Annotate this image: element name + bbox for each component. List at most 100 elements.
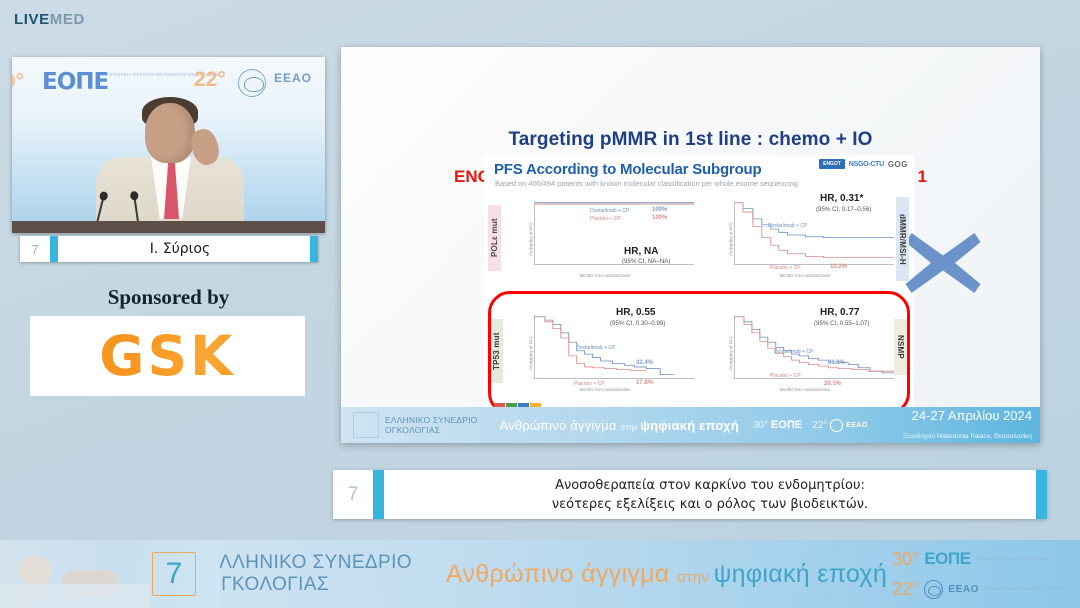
y-axis-label-dmmr: Probability of PFS bbox=[728, 222, 734, 256]
gsk-logo: GSK bbox=[30, 316, 305, 396]
x-axis-label-nsmp: Months from randomization bbox=[779, 387, 831, 392]
curve-label-placebo-dmmr: Placebo + CP bbox=[770, 265, 801, 271]
curve-label-placebo-nsmp: Placebo + CP bbox=[770, 373, 801, 379]
speaker-head bbox=[145, 103, 195, 163]
livemed-logo: LIVEMED bbox=[14, 11, 85, 28]
footer-eeao-seal-icon bbox=[924, 579, 944, 599]
slide-bar-date: 24-27 Απριλίου 2024 bbox=[911, 408, 1032, 423]
slide-bar-congress-line1: ΕΛΛΗΝΙΚΟ ΣΥΝΕΔΡΙΟ bbox=[385, 415, 478, 425]
caption-badge-icon: 7 bbox=[347, 483, 359, 505]
y-axis-label-tp53: Probability of PFS bbox=[528, 336, 534, 370]
footer-congress-line2: ΟΓΚΟΛΟΓΙΑΣ bbox=[206, 574, 330, 595]
hr-value-dmmr: HR, 0.31* bbox=[820, 193, 864, 204]
km-plot-nsmp bbox=[734, 315, 894, 379]
km-panel-pole-mut: Probability of PFS Dostarlimab + CP 100%… bbox=[512, 191, 698, 287]
slide-bar-eope-logo: ΕΟΠΕ bbox=[770, 419, 803, 431]
figure-subtitle: Based on 400/494 patients with known mol… bbox=[495, 179, 798, 188]
footer-slogan-a: Ανθρώπινο άγγιγμα bbox=[445, 559, 677, 588]
slide-title: Targeting pMMR in 1st line : chemo + IO bbox=[508, 129, 873, 150]
footer-eope-logo: ΕΟΠΕ bbox=[924, 549, 971, 568]
slide-bar-eeao-logo: EEAO bbox=[846, 421, 868, 429]
slide-bar-slogan-a: Ανθρώπινο άγγιγμα bbox=[499, 417, 621, 433]
footer-slogan-b: στην bbox=[676, 568, 714, 586]
pfs-figure: PFS According to Molecular Subgroup Base… bbox=[484, 155, 981, 423]
curve-label-placebo-pole: Placebo + CP bbox=[590, 216, 621, 222]
curve-label-dostarlimab-dmmr: Dostarlimab + CP bbox=[768, 223, 808, 229]
km-curves-dmmr bbox=[735, 202, 894, 258]
hr-value-tp53: HR, 0.55 bbox=[616, 307, 656, 318]
panel-label-pole-mut: POLε mut bbox=[488, 205, 501, 271]
page-footer-banner: 7 ΕΛΛΗΝΙΚΟ ΣΥΝΕΔΡΙΟ ΟΓΚΟΛΟΓΙΑΣ Ανθρώπινο… bbox=[0, 540, 1080, 608]
footer-badge-icon: 7 bbox=[152, 552, 196, 596]
x-axis-label-tp53: Months from randomization bbox=[579, 387, 631, 392]
footer-photo-shape-1 bbox=[18, 556, 52, 586]
slide-bar-badge-icon: 7 bbox=[353, 412, 379, 438]
slide-bar-venue: Ξενοδοχείο Makedonia Palace, Θεσσαλονίκη bbox=[902, 433, 1032, 440]
figure-title: PFS According to Molecular Subgroup bbox=[494, 161, 762, 178]
livemed-logo-part2: MED bbox=[49, 11, 85, 28]
nameplate-badge-icon: 7 bbox=[31, 241, 39, 257]
endpoint-pct-dostarlimab-nsmp: 31.8% bbox=[828, 360, 846, 366]
footer-eeao-row: 22° EEAO ΕΛΛΗΝΙΚΗ ΕΤΑΙΡΕΙΑ ΑΝΤΙΚΑΡΚΙΝΙΚΗ… bbox=[892, 574, 1068, 604]
footer-eeao-logo: EEAO bbox=[948, 583, 980, 595]
y-axis-label-pole: Probability of PFS bbox=[528, 222, 534, 256]
endpoint-pct-placebo-pole: 100% bbox=[652, 215, 668, 221]
km-curves-pole bbox=[535, 202, 694, 205]
hr-ci-pole: (95% CI, NA–NA) bbox=[622, 258, 671, 265]
sponsor-logo-card[interactable]: GSK bbox=[30, 316, 305, 396]
km-curves-tp53 bbox=[535, 316, 675, 375]
podium bbox=[12, 221, 325, 233]
nsgo-ctu-logo: NSGO-CTU bbox=[848, 160, 884, 168]
y-axis-label-nsmp: Probability of PFS bbox=[728, 336, 734, 370]
footer-background-photo bbox=[0, 540, 220, 608]
endpoint-pct-dostarlimab-tp53: 32.4% bbox=[636, 360, 654, 366]
speaker-video[interactable]: 0° ΕΟΠΕ ΕΤΑΙΡΕΙΑ ΟΓΚΟΛΟΓΩΝ ΠΑΘΟΛΟΓΩΝ ΕΛΛ… bbox=[12, 57, 325, 233]
x-axis-label-dmmr: Months from randomization bbox=[779, 273, 831, 278]
footer-eope-subtext: ΕΤΑΙΡΕΙΑ ΟΓΚΟΛΟΓΩΝ ΠΑΘΟΛΟΓΩΝ ΕΛΛΑΔΑΣ bbox=[975, 557, 1052, 561]
caption-text: Ανοσοθεραπεία στον καρκίνο του ενδομητρί… bbox=[384, 476, 1036, 514]
video-backdrop-logos: 0° ΕΟΠΕ ΕΤΑΙΡΕΙΑ ΟΓΚΟΛΟΓΩΝ ΠΑΘΟΛΟΓΩΝ ΕΛΛ… bbox=[12, 61, 325, 101]
panel-label-dmmr: dMMR/MSI-H bbox=[896, 197, 909, 281]
slide-bar-number-22: 22° bbox=[812, 419, 828, 431]
speaker-tie bbox=[164, 161, 179, 219]
caption-line1: Ανοσοθεραπεία στον καρκίνο του ενδομητρί… bbox=[555, 477, 865, 493]
curve-label-dostarlimab-pole: Dostarlimab + CP bbox=[590, 208, 630, 214]
footer-number-30: 30° bbox=[892, 548, 920, 569]
curve-label-dostarlimab-nsmp: Dostarlimab + CP bbox=[774, 349, 814, 355]
footer-number-22: 22° bbox=[892, 578, 920, 599]
caption-line2: νεότερες εξελίξεις και ο ρόλος των βιοδε… bbox=[551, 496, 869, 512]
talk-title-caption: 7 Ανοσοθεραπεία στον καρκίνο του ενδομητ… bbox=[333, 470, 1047, 519]
eeao-seal-icon bbox=[238, 69, 266, 97]
endpoint-pct-dostarlimab-pole: 100% bbox=[652, 207, 668, 213]
nameplate-accent-bar-left bbox=[50, 236, 58, 262]
footer-eeao-subtext: ΕΛΛΗΝΙΚΗ ΕΤΑΙΡΕΙΑ ΑΝΤΙΚΑΡΚΙΝΙΚΗΣ ΟΓΚΟΛΟΓ… bbox=[984, 587, 1068, 591]
footer-eope-row: 30° ΕΟΠΕ ΕΤΑΙΡΕΙΑ ΟΓΚΟΛΟΓΩΝ ΠΑΘΟΛΟΓΩΝ ΕΛ… bbox=[892, 544, 1068, 574]
km-panel-nsmp: Probability of PFS Dostarlimab + CP 31.8… bbox=[712, 305, 898, 401]
slide-bar-slogan-b: στην bbox=[620, 422, 641, 432]
presentation-slide[interactable]: Targeting pMMR in 1st line : chemo + IO … bbox=[341, 47, 1040, 443]
footer-slogan-c: ψηφιακή εποχή bbox=[713, 559, 888, 588]
footer-logos: 30° ΕΟΠΕ ΕΤΑΙΡΕΙΑ ΟΓΚΟΛΟΓΩΝ ΠΑΘΟΛΟΓΩΝ ΕΛ… bbox=[892, 544, 1068, 604]
hr-ci-dmmr: (95% CI, 0.17–0.56) bbox=[816, 206, 872, 213]
caption-accent-bar-left bbox=[373, 470, 384, 519]
slide-bar-congress-name: ΕΛΛΗΝΙΚΟ ΣΥΝΕΔΡΙΟ ΟΓΚΟΛΟΓΙΑΣ bbox=[385, 415, 478, 435]
slide-bar-slogan-c: ψηφιακή εποχή bbox=[640, 417, 739, 433]
slide-bar-number-30: 30° bbox=[752, 419, 768, 431]
footer-congress-name: ΕΛΛΗΝΙΚΟ ΣΥΝΕΔΡΙΟ ΟΓΚΟΛΟΓΙΑΣ bbox=[206, 552, 412, 596]
hr-ci-nsmp: (95% CI, 0.55–1.07) bbox=[814, 320, 870, 327]
caption-accent-bar-right bbox=[1036, 470, 1047, 519]
footer-slogan: Ανθρώπινο άγγιγμα στην ψηφιακή εποχή bbox=[446, 560, 887, 589]
eeao-logo: EEAO bbox=[274, 71, 313, 85]
hr-value-nsmp: HR, 0.77 bbox=[820, 307, 860, 318]
km-curves-nsmp bbox=[735, 316, 894, 374]
backdrop-number-22: 22° bbox=[194, 68, 226, 91]
slide-bar-date-block: 24-27 Απριλίου 2024 Ξενοδοχείο Makedonia… bbox=[903, 407, 1032, 443]
figure-logos: ENGOT NSGO-CTU GOG bbox=[819, 159, 908, 169]
speaker-nameplate: 7 Ι. Σύριος bbox=[20, 236, 318, 262]
km-plot-pole bbox=[534, 201, 694, 265]
curve-label-placebo-tp53: Placebo + CP bbox=[574, 381, 605, 387]
hr-ci-tp53: (95% CI, 0.30–0.99) bbox=[610, 320, 666, 327]
km-panel-tp53: Probability of PFS Dostarlimab + CP 32.4… bbox=[512, 305, 698, 401]
speaker-name: Ι. Σύριος bbox=[149, 241, 211, 257]
